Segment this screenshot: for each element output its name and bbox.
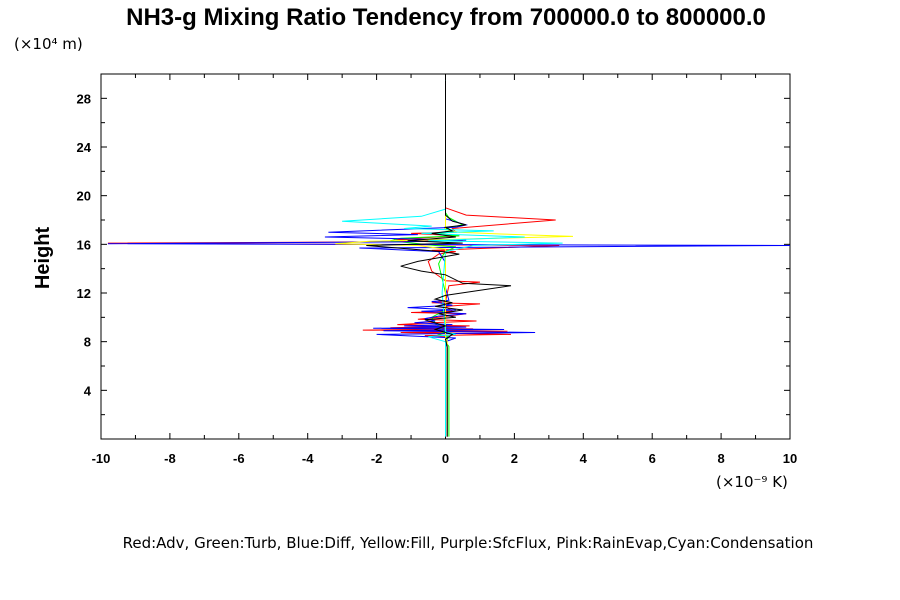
chart-title: NH3-g Mixing Ratio Tendency from 700000.…: [126, 4, 766, 31]
y-tick-label: 24: [77, 140, 92, 155]
x-tick-label: -6: [233, 451, 245, 466]
y-tick-label: 20: [77, 189, 91, 204]
series-layer: [107, 80, 791, 437]
y-tick-label: 12: [77, 286, 91, 301]
y-tick-label: 8: [84, 335, 91, 350]
y-axis-label: Height: [32, 227, 54, 290]
x-tick-label: 0: [442, 451, 449, 466]
x-tick-label: -8: [164, 451, 176, 466]
x-tick-label: 6: [649, 451, 656, 466]
series-line-adv: [107, 80, 560, 437]
x-scale-label: (×10⁻⁹ K): [716, 473, 788, 491]
series-line-turb: [390, 80, 465, 437]
x-tick-label: 2: [511, 451, 518, 466]
x-tick-label: 8: [717, 451, 724, 466]
legend-text: Red:Adv, Green:Turb, Blue:Diff, Yellow:F…: [123, 534, 814, 552]
x-tick-label: 10: [783, 451, 797, 466]
series-line-condensation: [342, 80, 563, 437]
y-tick-label: 28: [77, 91, 91, 106]
x-tick-label: -10: [92, 451, 111, 466]
x-tick-label: -4: [302, 451, 314, 466]
y-tick-label: 16: [77, 237, 91, 252]
series-line-fill: [335, 80, 574, 437]
y-scale-label: (×10⁴ m): [14, 35, 83, 53]
series-line-black: [366, 80, 512, 437]
x-tick-label: -2: [371, 451, 383, 466]
x-tick-label: 4: [580, 451, 588, 466]
y-tick-label: 4: [84, 383, 92, 398]
series-line-diff: [107, 80, 791, 437]
